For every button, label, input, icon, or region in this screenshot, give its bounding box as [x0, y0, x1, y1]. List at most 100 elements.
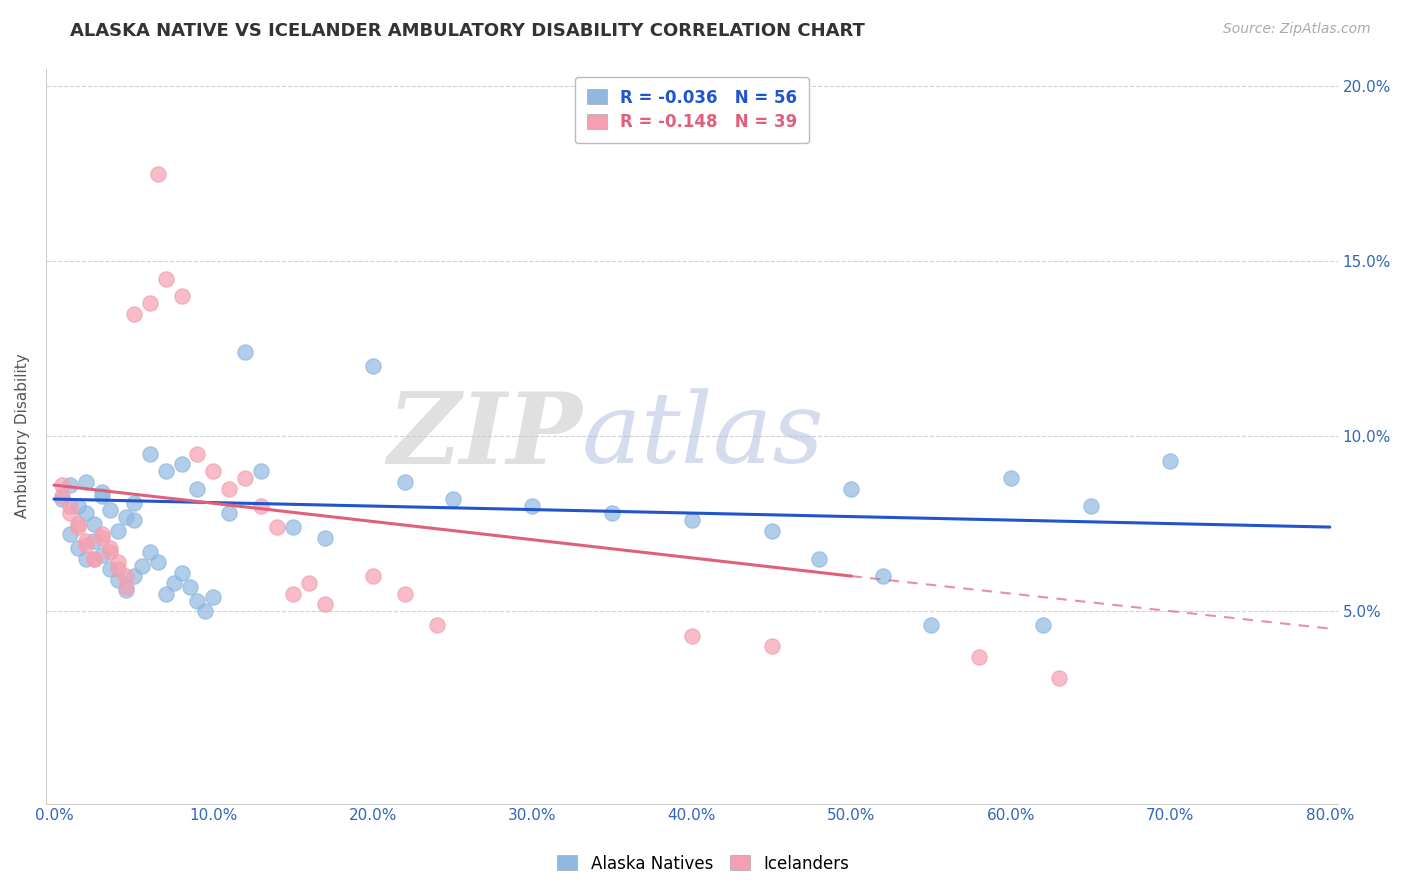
- Point: [75, 475, 97, 489]
- Point: [920, 618, 942, 632]
- Point: [98, 541, 121, 555]
- Point: [808, 551, 831, 566]
- Point: [146, 167, 169, 181]
- Point: [218, 482, 240, 496]
- Point: [426, 618, 449, 632]
- Point: [202, 590, 225, 604]
- Point: [170, 289, 193, 303]
- Point: [114, 509, 136, 524]
- Point: [155, 271, 177, 285]
- Point: [90, 489, 112, 503]
- Point: [146, 555, 169, 569]
- Point: [75, 551, 97, 566]
- Point: [83, 534, 105, 549]
- Point: [138, 544, 160, 558]
- Point: [122, 495, 145, 509]
- Text: ZIP: ZIP: [387, 388, 582, 484]
- Point: [75, 534, 97, 549]
- Point: [1047, 671, 1070, 685]
- Point: [155, 464, 177, 478]
- Point: [83, 516, 105, 531]
- Point: [202, 464, 225, 478]
- Legend: R = -0.036   N = 56, R = -0.148   N = 39: R = -0.036 N = 56, R = -0.148 N = 39: [575, 77, 808, 143]
- Point: [138, 446, 160, 460]
- Point: [59, 506, 82, 520]
- Point: [66, 516, 89, 531]
- Point: [314, 597, 336, 611]
- Point: [107, 555, 129, 569]
- Point: [59, 499, 82, 513]
- Point: [51, 492, 73, 507]
- Point: [283, 520, 305, 534]
- Point: [75, 506, 97, 520]
- Point: [59, 478, 82, 492]
- Point: [1000, 471, 1022, 485]
- Point: [162, 576, 184, 591]
- Point: [138, 296, 160, 310]
- Point: [90, 548, 112, 562]
- Point: [314, 531, 336, 545]
- Point: [218, 506, 240, 520]
- Point: [59, 527, 82, 541]
- Point: [194, 604, 217, 618]
- Y-axis label: Ambulatory Disability: Ambulatory Disability: [15, 354, 30, 518]
- Point: [841, 482, 863, 496]
- Point: [66, 541, 89, 555]
- Point: [98, 544, 121, 558]
- Point: [98, 502, 121, 516]
- Point: [131, 558, 153, 573]
- Point: [394, 475, 416, 489]
- Point: [1032, 618, 1054, 632]
- Point: [107, 524, 129, 538]
- Text: ALASKA NATIVE VS ICELANDER AMBULATORY DISABILITY CORRELATION CHART: ALASKA NATIVE VS ICELANDER AMBULATORY DI…: [70, 22, 865, 40]
- Point: [107, 573, 129, 587]
- Point: [170, 566, 193, 580]
- Point: [114, 583, 136, 598]
- Point: [83, 551, 105, 566]
- Point: [600, 506, 623, 520]
- Point: [1080, 499, 1102, 513]
- Point: [122, 569, 145, 583]
- Point: [122, 307, 145, 321]
- Point: [66, 499, 89, 513]
- Point: [83, 551, 105, 566]
- Point: [394, 586, 416, 600]
- Point: [122, 513, 145, 527]
- Point: [967, 649, 990, 664]
- Point: [681, 629, 703, 643]
- Point: [361, 359, 384, 373]
- Point: [90, 527, 112, 541]
- Point: [107, 562, 129, 576]
- Point: [283, 586, 305, 600]
- Point: [170, 457, 193, 471]
- Point: [233, 345, 256, 359]
- Point: [186, 482, 208, 496]
- Point: [361, 569, 384, 583]
- Point: [186, 593, 208, 607]
- Text: Source: ZipAtlas.com: Source: ZipAtlas.com: [1223, 22, 1371, 37]
- Legend: Alaska Natives, Icelanders: Alaska Natives, Icelanders: [551, 848, 855, 880]
- Point: [179, 580, 201, 594]
- Point: [872, 569, 894, 583]
- Point: [90, 531, 112, 545]
- Point: [266, 520, 288, 534]
- Text: atlas: atlas: [582, 388, 825, 483]
- Point: [75, 538, 97, 552]
- Point: [441, 492, 464, 507]
- Point: [186, 446, 208, 460]
- Point: [155, 586, 177, 600]
- Point: [298, 576, 321, 591]
- Point: [1159, 453, 1181, 467]
- Point: [90, 485, 112, 500]
- Point: [51, 489, 73, 503]
- Point: [681, 513, 703, 527]
- Point: [51, 478, 73, 492]
- Point: [98, 562, 121, 576]
- Point: [522, 499, 544, 513]
- Point: [250, 464, 273, 478]
- Point: [761, 524, 783, 538]
- Point: [114, 580, 136, 594]
- Point: [66, 520, 89, 534]
- Point: [233, 471, 256, 485]
- Point: [761, 639, 783, 653]
